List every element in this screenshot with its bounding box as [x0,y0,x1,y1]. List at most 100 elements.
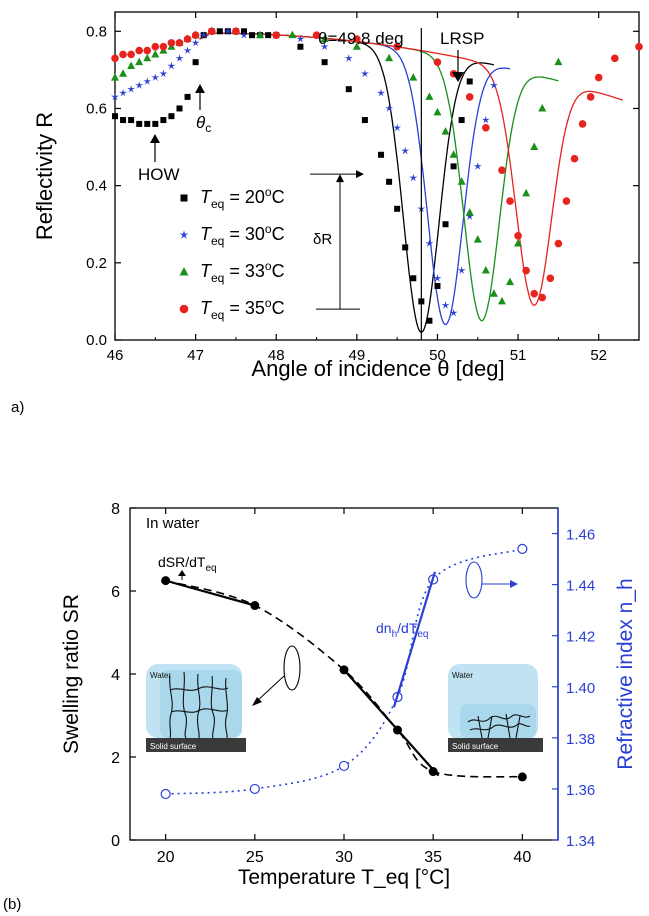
inset-left-polymer-swollen: Water Solid surface [146,664,246,752]
circle-point [191,31,200,39]
square-point [434,282,441,289]
square-point [152,120,159,127]
panel-a-legend: Teq = 20oC Teq = 30oC Teq = 33oC Teq = 35oC [179,185,285,322]
nh-point [249,783,260,795]
triangle-point [473,235,482,243]
circle-point [207,27,216,36]
right-y-tick-label: 1.34 [566,833,595,850]
legend-entry-label: Teq = 33oC [200,259,285,285]
square-point [180,194,188,202]
circle-point [570,154,579,163]
star-point [223,27,232,35]
triangle-point [433,107,442,116]
circle-point [635,42,643,51]
panel-a-y-axis-label: Reflectivity R [32,112,57,240]
circle-point [143,46,152,55]
triangle-point [554,57,563,66]
triangle-point [514,239,523,247]
square-point [345,86,352,93]
triangle-point [352,42,361,50]
square-point [297,43,304,50]
circle-point [175,39,184,47]
x-tick-label: 35 [424,849,442,866]
panel-b-label: (b) [3,896,21,913]
star-point [111,92,119,101]
y-tick-label: 0.2 [86,255,107,272]
triangle-point [320,34,329,43]
nh-point [338,760,350,772]
square-point [410,275,417,282]
triangle-point [538,103,547,112]
panel-a-y-ticks: 0.0 0.2 0.4 0.6 0.8 [86,23,639,349]
circle-point [135,46,143,55]
panel-b-x-ticks: 20 25 30 35 40 [157,508,531,866]
triangle-point [457,177,466,185]
circle-point [465,93,474,101]
square-point [184,93,191,100]
circle-point [393,42,401,51]
inset-right-water-label: Water [452,671,473,680]
sr-point [517,772,527,782]
x-tick-label: 20 [157,849,175,866]
square-point [394,205,401,212]
star-point [344,54,353,62]
circle-point [586,93,595,101]
star-point [296,34,305,43]
inset-right-solid-surface [448,738,543,752]
nh-ellipse-arrow-head-icon [510,580,518,588]
x-tick-label: 25 [246,849,264,866]
square-point [249,32,256,39]
legend-entry-label: Teq = 30oC [200,222,285,248]
x-tick-label: 48 [268,347,285,364]
y-tick-label: 0.8 [86,23,107,40]
triangle-point [135,57,144,66]
sr-curve-ellipse [283,645,301,691]
square-point [144,120,151,127]
square-point [136,120,143,127]
star-point [175,54,184,62]
triangle-point [522,188,531,197]
inset-right-polymer-chains [467,713,531,739]
circle-point [312,31,321,39]
right-y-tick-label: 1.36 [566,782,595,799]
square-point [450,163,457,170]
y-tick-label: 0.6 [86,100,107,117]
star-point [393,123,402,132]
fit-curve-line [199,32,495,333]
legend-entry-label: Teq = 20oC [200,185,285,211]
sr-ellipse-arrow-head-icon [252,697,262,706]
circle-point [179,304,189,314]
triangle-point [465,208,474,216]
x-tick-label: 30 [335,849,353,866]
dsr-arrow-head-icon [178,570,186,576]
circle-point [127,50,135,59]
triangle-point [111,73,119,81]
left-y-tick-label: 2 [111,750,120,767]
triangle-point [530,142,539,151]
circle-point [232,27,240,36]
nh-curve-ellipse [465,561,483,599]
triangle-point [288,30,297,39]
triangle-point [425,92,434,100]
square-point [176,105,183,112]
circle-point [554,239,563,248]
x-tick-label: 51 [510,347,527,364]
x-tick-label: 50 [429,347,446,364]
left-y-tick-label: 0 [111,833,120,850]
star-point [473,162,482,170]
square-point [120,117,127,124]
star-point [167,61,176,70]
panel-b-right-y-ticks: 1.34 1.36 1.38 1.40 1.42 1.44 1.46 [552,527,595,850]
dsr-dteq-label: dSR/dTeq [158,554,217,574]
circle-point [167,39,176,47]
x-tick-label: 49 [349,347,366,364]
nh-point [160,788,171,800]
circle-point [522,266,530,275]
star-point [320,42,329,51]
how-arrow-head-icon [150,134,160,143]
circle-point [482,123,490,132]
star-point [401,146,410,155]
star-point [240,31,248,39]
right-y-tick-label: 1.40 [566,680,595,697]
square-point [265,32,272,39]
